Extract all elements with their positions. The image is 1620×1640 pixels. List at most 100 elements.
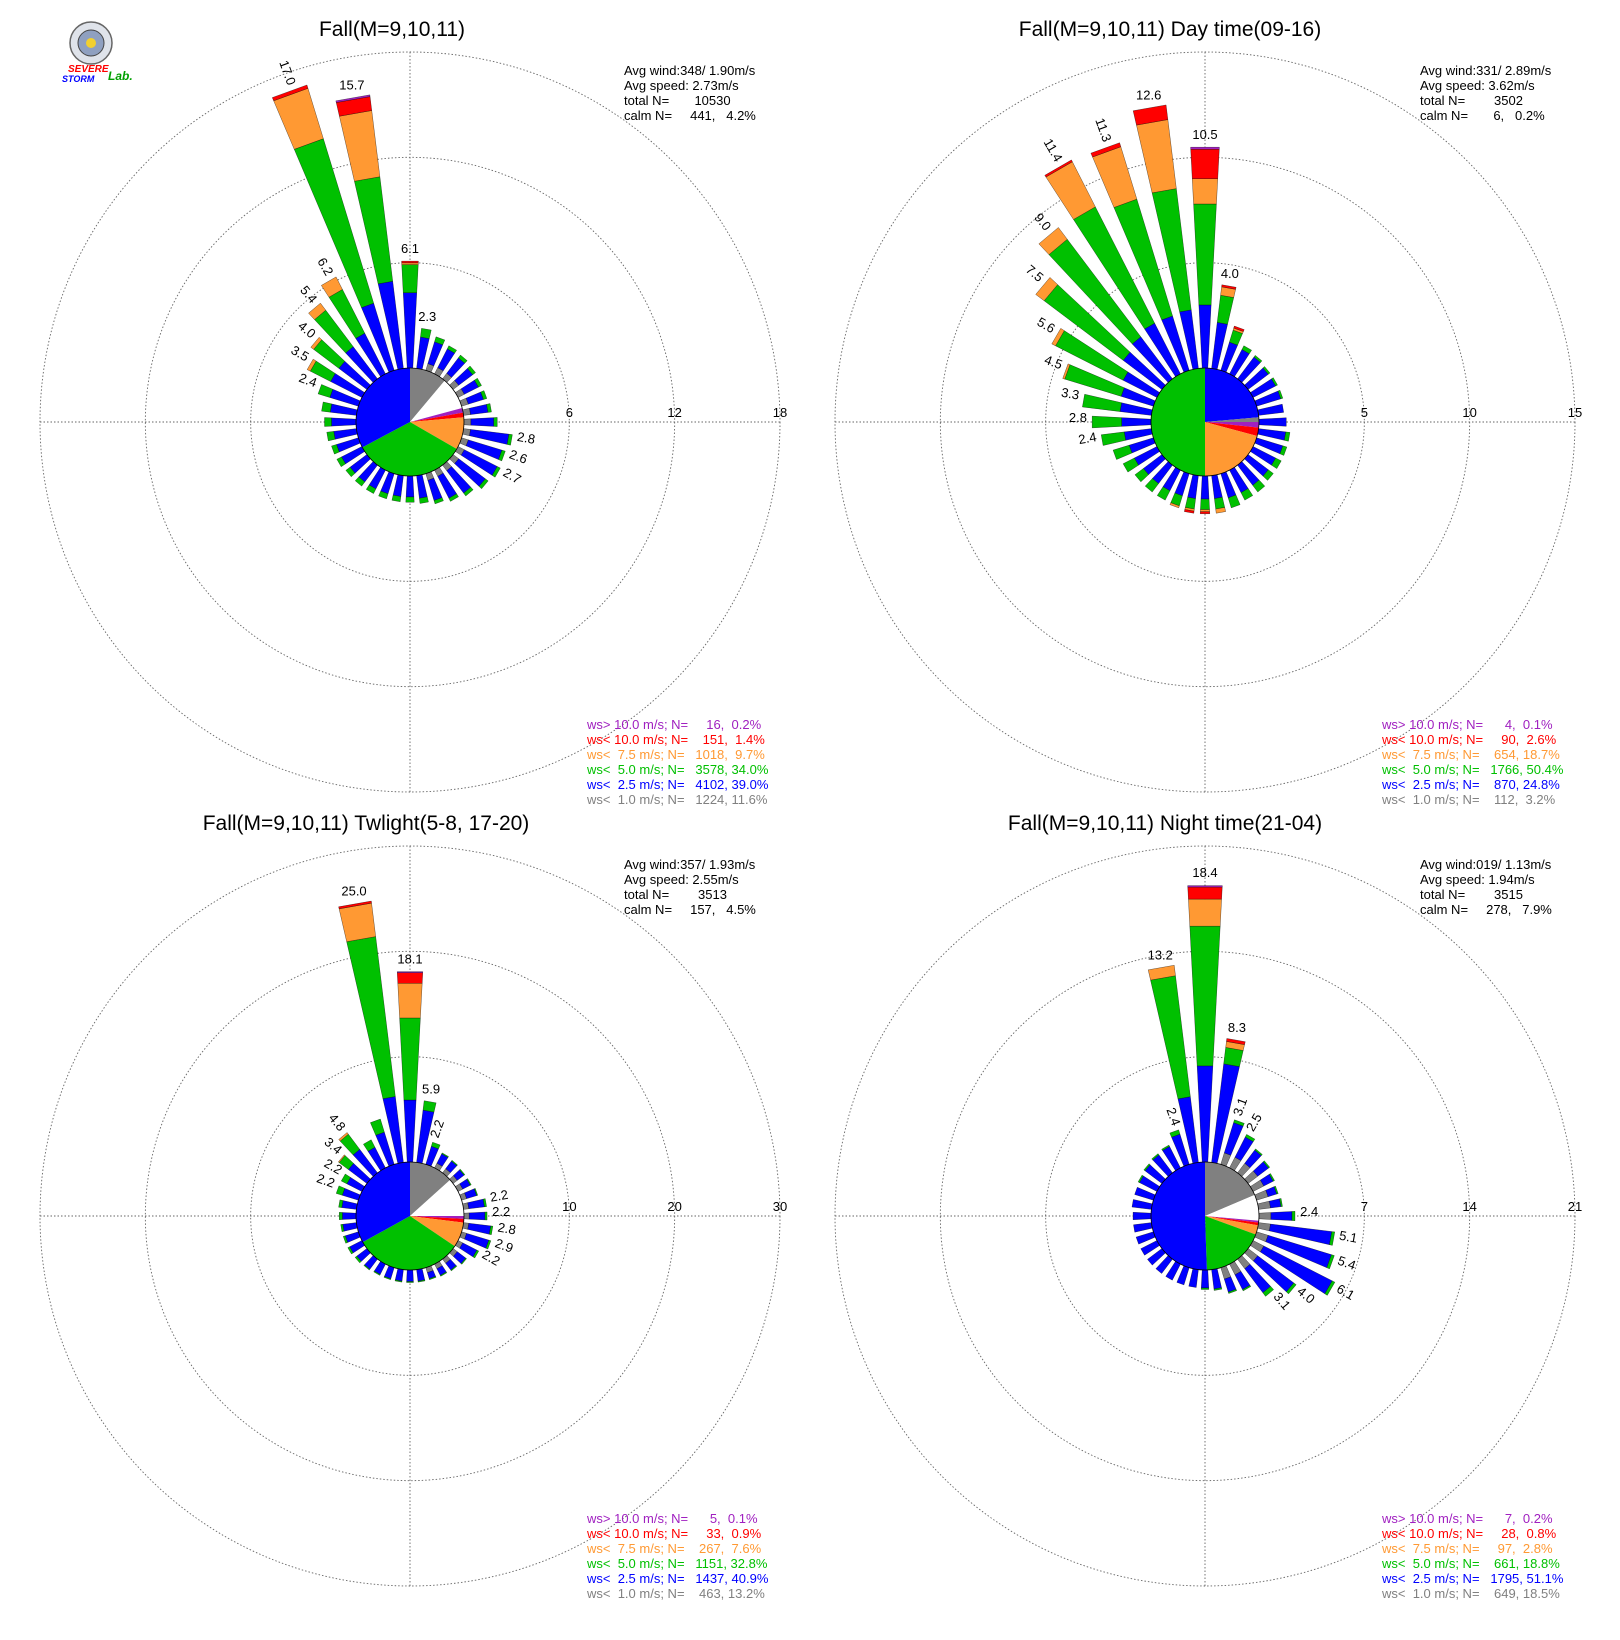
bar-segment bbox=[1291, 1211, 1296, 1221]
bar-segment bbox=[1200, 498, 1210, 510]
bar-value-label: 13.2 bbox=[1148, 947, 1173, 962]
pie-slice bbox=[1205, 1216, 1259, 1223]
bar-segment bbox=[419, 496, 429, 504]
bar-segment bbox=[474, 378, 482, 388]
bar-segment bbox=[330, 403, 358, 416]
bar-segment bbox=[1262, 1286, 1274, 1297]
bar-segment bbox=[1217, 295, 1234, 325]
bar-segment bbox=[310, 337, 322, 350]
bar-value-label: 9.0 bbox=[1031, 210, 1054, 233]
pie-outline bbox=[1150, 367, 1260, 477]
bar-value-label: 6.1 bbox=[1334, 1281, 1357, 1303]
bar-segment bbox=[1147, 965, 1176, 981]
legend-entry: ws< 5.0 m/s; N= 1151, 32.8% bbox=[586, 1556, 768, 1571]
legend-entry: ws< 7.5 m/s; N= 1018, 9.7% bbox=[586, 747, 765, 762]
bar-segment bbox=[1220, 1265, 1231, 1280]
bar-value-label: 4.8 bbox=[326, 1111, 349, 1134]
bar-segment bbox=[363, 1139, 376, 1152]
legend-entry: ws< 2.5 m/s; N= 1437, 40.9% bbox=[586, 1571, 769, 1586]
pie-slice bbox=[1205, 422, 1259, 436]
bar-value-label: 2.5 bbox=[1243, 1111, 1265, 1134]
bar-segment bbox=[1269, 1198, 1282, 1209]
bar-segment bbox=[1257, 1222, 1271, 1232]
pie-slice bbox=[410, 1216, 464, 1223]
bar-value-label: 3.1 bbox=[1271, 1289, 1294, 1312]
legend-entry: ws< 10.0 m/s; N= 90, 2.6% bbox=[1381, 732, 1557, 747]
bar-segment bbox=[1228, 1289, 1237, 1294]
bar-segment bbox=[1062, 363, 1071, 380]
bar-segment bbox=[417, 1279, 426, 1283]
bar-segment bbox=[450, 1265, 458, 1272]
bar-segment bbox=[1176, 1265, 1190, 1286]
ring-label: 15 bbox=[1568, 405, 1582, 420]
bar-segment bbox=[1270, 1211, 1293, 1221]
wind-rose-panel: 7 14 2118.413.28.33.12.52.45.15.46.14.03.1… bbox=[834, 812, 1582, 1601]
bar-segment bbox=[1190, 149, 1220, 179]
ring-label: 30 bbox=[773, 1199, 787, 1214]
bar-segment bbox=[331, 417, 357, 427]
pie-slice bbox=[410, 380, 463, 422]
bar-segment bbox=[397, 983, 423, 1019]
bar-value-label: 11.4 bbox=[1041, 136, 1066, 165]
bar-segment bbox=[1227, 494, 1241, 509]
bar-segment bbox=[433, 497, 444, 505]
bar-value-label: 2.4 bbox=[1163, 1106, 1183, 1128]
legend-entry: ws< 10.0 m/s; N= 33, 0.9% bbox=[586, 1526, 762, 1541]
bar-segment bbox=[1200, 475, 1210, 500]
bar-value-label: 6.1 bbox=[401, 241, 419, 256]
bar-segment bbox=[272, 84, 309, 101]
ring-label: 5 bbox=[1361, 405, 1368, 420]
bar-segment bbox=[1144, 478, 1159, 493]
bar-segment bbox=[406, 1269, 414, 1282]
bar-segment bbox=[1214, 497, 1225, 510]
pie-slice bbox=[356, 1162, 410, 1243]
bar-segment bbox=[1257, 1200, 1271, 1210]
bar-segment bbox=[451, 1160, 458, 1166]
bar-value-label: 3.1 bbox=[1230, 1096, 1250, 1118]
bar-segment bbox=[1262, 366, 1271, 375]
bar-segment bbox=[416, 1268, 425, 1282]
ring-label: 20 bbox=[667, 1199, 681, 1214]
stats-line: Avg wind:331/ 2.89m/s bbox=[1420, 63, 1552, 78]
bar-segment bbox=[441, 1152, 449, 1158]
bar-segment bbox=[1124, 428, 1153, 441]
bar-value-label: 4.0 bbox=[1221, 266, 1239, 281]
bar-value-label: 4.0 bbox=[295, 318, 318, 341]
bar-segment bbox=[1121, 417, 1152, 427]
bar-segment bbox=[405, 475, 415, 498]
panel-title: Fall(M=9,10,11) Night time(21-04) bbox=[1008, 812, 1322, 835]
legend-entry: ws< 1.0 m/s; N= 463, 13.2% bbox=[586, 1586, 765, 1601]
bar-segment bbox=[331, 444, 340, 455]
bar-segment bbox=[391, 494, 402, 502]
bar-segment bbox=[1257, 428, 1286, 441]
bar-segment bbox=[1213, 1287, 1223, 1291]
bar-segment bbox=[1277, 390, 1284, 400]
bar-value-label: 2.2 bbox=[492, 1204, 510, 1219]
bar-value-label: 15.7 bbox=[339, 77, 364, 92]
bar-segment bbox=[1254, 1190, 1269, 1201]
bar-value-label: 2.3 bbox=[418, 309, 436, 324]
bar-segment bbox=[1211, 1268, 1222, 1290]
bar-segment bbox=[1324, 1280, 1336, 1296]
bar-segment bbox=[1051, 328, 1065, 347]
bar-segment bbox=[1187, 885, 1223, 888]
bar-segment bbox=[1092, 146, 1138, 208]
bar-value-label: 2.9 bbox=[493, 1235, 515, 1255]
pie-slice bbox=[410, 1179, 464, 1216]
stats-line: Avg speed: 1.94m/s bbox=[1420, 872, 1535, 887]
bar-value-label: 2.4 bbox=[1077, 429, 1097, 447]
bar-value-label: 17.0 bbox=[276, 58, 299, 87]
legend-entry: ws< 1.0 m/s; N= 112, 3.2% bbox=[1381, 792, 1556, 807]
bar-segment bbox=[1215, 507, 1226, 514]
bar-segment bbox=[1271, 377, 1278, 387]
bar-value-label: 25.0 bbox=[341, 884, 366, 899]
bar-segment bbox=[397, 971, 423, 973]
stats-line: total N= 3513 bbox=[624, 887, 727, 902]
bar-segment bbox=[1241, 345, 1252, 354]
bar-value-label: 2.2 bbox=[315, 1170, 337, 1190]
bar-segment bbox=[1133, 1222, 1153, 1233]
bar-segment bbox=[354, 1255, 362, 1264]
bar-value-label: 2.7 bbox=[501, 465, 524, 487]
bar-segment bbox=[324, 417, 332, 427]
